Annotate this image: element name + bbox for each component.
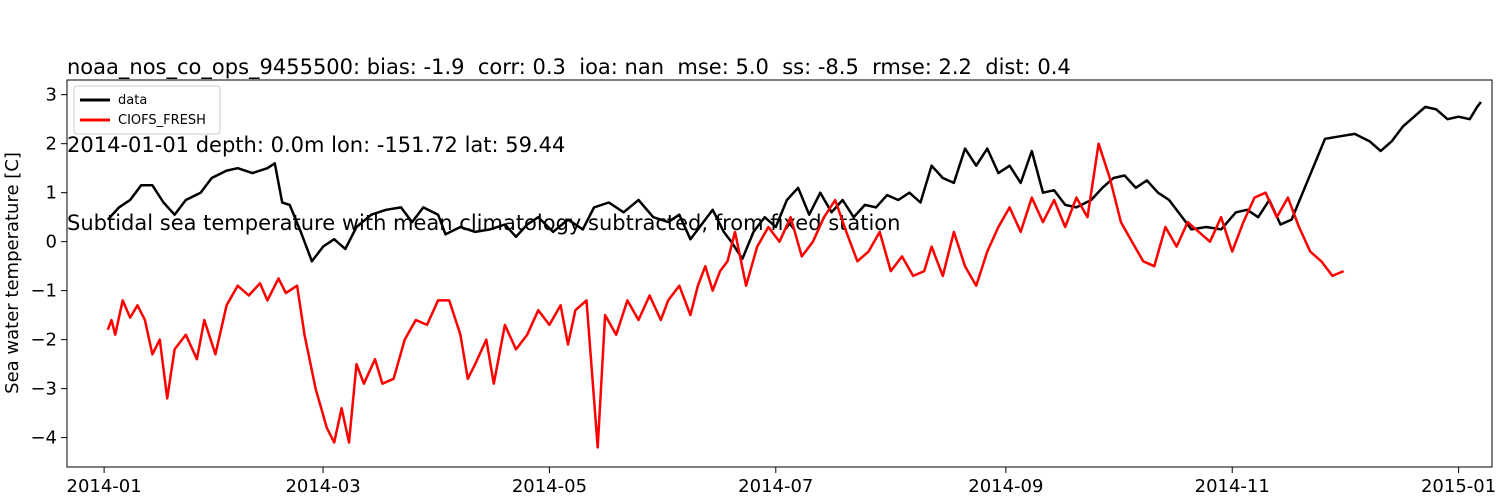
y-tick-label: 1: [46, 183, 57, 204]
y-tick-label: −3: [30, 379, 57, 400]
legend-label-data: data: [118, 93, 147, 108]
title-line-3: Subtidal sea temperature with mean clima…: [67, 211, 901, 235]
legend-box: [73, 85, 221, 135]
chart-title: noaa_nos_co_ops_9455500: bias: -1.9 corr…: [67, 2, 1071, 262]
y-tick-label: 0: [46, 232, 57, 253]
title-line-1: noaa_nos_co_ops_9455500: bias: -1.9 corr…: [67, 55, 1071, 79]
plot-frame: [66, 79, 1493, 468]
y-axis: −4 −3 −2 −1 0 1 2 3: [30, 85, 67, 449]
x-tick-label: 2014-09: [968, 476, 1043, 497]
x-tick-label: 2014-07: [738, 476, 813, 497]
y-tick-label: −4: [30, 428, 57, 449]
y-tick-label: 3: [46, 85, 57, 106]
y-axis-label: Sea water temperature [C]: [2, 152, 23, 394]
y-tick-label: −2: [30, 330, 57, 351]
legend: data CIOFS_FRESH: [73, 85, 221, 135]
x-tick-label: 2015-01: [1421, 476, 1496, 497]
x-tick-label: 2014-11: [1195, 476, 1270, 497]
y-tick-label: 2: [46, 134, 57, 155]
series-line-ciofs-fresh: [106, 142, 1345, 449]
series-line-data: [106, 101, 1482, 263]
x-tick-label: 2014-03: [285, 476, 360, 497]
title-line-2: 2014-01-01 depth: 0.0m lon: -151.72 lat:…: [67, 133, 566, 157]
legend-label-ciofs-fresh: CIOFS_FRESH: [118, 113, 206, 128]
plot-lines: [106, 101, 1482, 449]
x-tick-label: 2014-05: [512, 476, 587, 497]
x-axis: 2014-01 2014-03 2014-05 2014-07 2014-09 2014-…: [67, 467, 1496, 497]
x-tick-label: 2014-01: [67, 476, 142, 497]
y-tick-label: −1: [30, 281, 57, 302]
